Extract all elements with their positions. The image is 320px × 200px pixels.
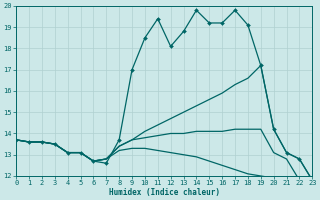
X-axis label: Humidex (Indice chaleur): Humidex (Indice chaleur)	[109, 188, 220, 197]
